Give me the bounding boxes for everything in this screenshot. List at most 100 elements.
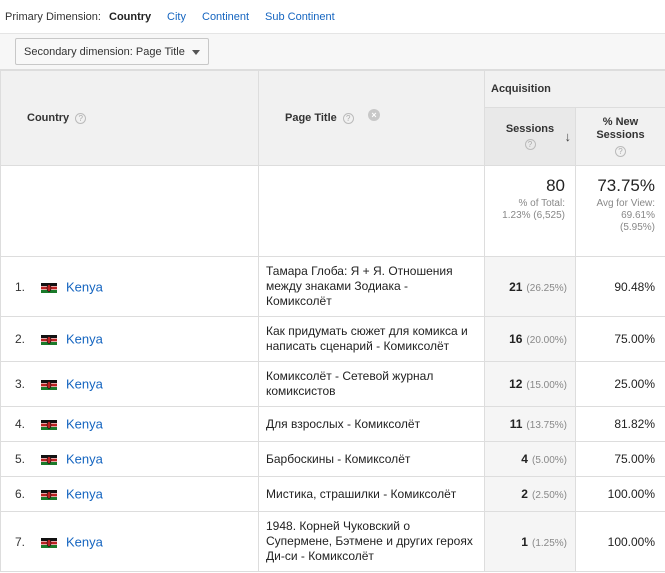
sessions-value: 12 bbox=[509, 377, 523, 391]
row-rank: 6. bbox=[15, 487, 26, 501]
sessions-percent: (15.00%) bbox=[526, 380, 567, 391]
group-header-acquisition: Acquisition bbox=[483, 70, 665, 108]
sessions-value: 16 bbox=[509, 332, 523, 346]
sessions-value: 11 bbox=[509, 417, 523, 431]
kenya-flag-icon bbox=[41, 379, 57, 390]
row-rank: 5. bbox=[15, 452, 26, 466]
country-cell: 3. Kenya bbox=[0, 361, 259, 407]
chevron-down-icon bbox=[192, 50, 200, 55]
row-rank: 1. bbox=[15, 279, 26, 294]
sessions-cell: 4 (5.00%) bbox=[484, 441, 576, 477]
column-header-sessions-label: Sessions bbox=[505, 123, 555, 135]
table-row: 7. Kenya 1948. Корней Чуковский о Супермен… bbox=[0, 511, 665, 572]
new-sessions-cell: 100.00% bbox=[574, 476, 665, 512]
report-table: Country? Page Title? × Acquisition Sessi… bbox=[0, 70, 665, 572]
page-title-cell: Для взрослых - Комиксолёт bbox=[258, 406, 485, 442]
page-title-cell: Барбоскины - Комиксолёт bbox=[258, 441, 485, 477]
kenya-flag-icon bbox=[41, 282, 57, 293]
sort-descending-icon[interactable]: ↓ bbox=[564, 129, 572, 144]
row-rank: 4. bbox=[15, 417, 26, 431]
totals-sessions-cell: 80 % of Total: 1.23% (6,525) bbox=[484, 165, 576, 257]
new-sessions-cell: 75.00% bbox=[574, 441, 665, 477]
column-header-page-title[interactable]: Page Title? × bbox=[258, 70, 485, 166]
kenya-flag-icon bbox=[41, 537, 57, 548]
country-link[interactable]: Kenya bbox=[66, 451, 103, 467]
kenya-flag-icon bbox=[41, 419, 57, 430]
help-icon[interactable]: ? bbox=[615, 146, 626, 157]
table-row: 2. Kenya Как придумать сюжет для комикса и… bbox=[0, 316, 665, 362]
country-link[interactable]: Kenya bbox=[66, 416, 103, 432]
column-header-country-label: Country bbox=[27, 112, 70, 124]
row-rank: 7. bbox=[15, 534, 26, 549]
sessions-cell: 11 (13.75%) bbox=[484, 406, 576, 442]
table-row: 3. Kenya Комиксолёт - Сетевой журнал комик… bbox=[0, 361, 665, 407]
page-title-cell: 1948. Корней Чуковский о Супермене, Бэтм… bbox=[258, 511, 485, 572]
row-rank: 3. bbox=[15, 377, 26, 391]
country-link[interactable]: Kenya bbox=[66, 534, 103, 549]
remove-icon[interactable]: × bbox=[368, 109, 380, 121]
table-row: 6. Kenya Мистика, страшилки - Комиксолёт 2(… bbox=[0, 476, 665, 512]
country-cell: 5. Kenya bbox=[0, 441, 259, 477]
column-header-country[interactable]: Country? bbox=[0, 70, 259, 166]
sessions-percent: (13.75%) bbox=[526, 420, 567, 431]
sessions-value: 1 bbox=[521, 534, 528, 549]
column-header-new-sessions[interactable]: % New Sessions ? bbox=[574, 107, 665, 166]
page-title-cell: Как придумать сюжет для комикса и написа… bbox=[258, 316, 485, 362]
page-title-cell: Комиксолёт - Сетевой журнал комиксистов bbox=[258, 361, 485, 407]
sessions-percent: (2.50%) bbox=[531, 490, 567, 501]
help-icon[interactable]: ? bbox=[342, 112, 354, 124]
country-link[interactable]: Kenya bbox=[66, 331, 103, 347]
country-link[interactable]: Kenya bbox=[66, 486, 103, 502]
sessions-value: 4 bbox=[521, 452, 528, 466]
help-icon[interactable]: ? bbox=[524, 139, 536, 150]
secondary-dimension-label: Secondary dimension: Page Title bbox=[24, 46, 185, 58]
totals-sessions-sub: 1.23% (6,525) bbox=[502, 210, 565, 221]
column-header-sessions[interactable]: Sessions ? ↓ bbox=[484, 107, 576, 166]
totals-new-sessions-sub: Avg for View: bbox=[596, 198, 656, 209]
sessions-cell: 16 (20.00%) bbox=[484, 316, 576, 362]
page-title-cell: Тамара Глоба: Я + Я. Отношения между зна… bbox=[258, 256, 485, 317]
table-row: 5. Kenya Барбоскины - Комиксолёт 4 (5.00%) 75… bbox=[0, 441, 665, 477]
sessions-percent: (26.25%) bbox=[526, 282, 567, 294]
totals-new-sessions-value: 73.75% bbox=[597, 176, 656, 195]
country-link[interactable]: Kenya bbox=[66, 376, 103, 392]
kenya-flag-icon bbox=[41, 489, 57, 500]
sessions-cell: 12 (15.00%) bbox=[484, 361, 576, 407]
sessions-cell: 1 (1.25%) bbox=[484, 511, 576, 572]
country-cell: 6. Kenya bbox=[0, 476, 259, 512]
country-cell: 1. Kenya bbox=[0, 256, 259, 317]
sessions-cell: 2 (2.50%) bbox=[484, 476, 576, 512]
dimension-option-country[interactable]: Country bbox=[109, 11, 152, 23]
secondary-dimension-bar: Secondary dimension: Page Title bbox=[0, 34, 665, 70]
secondary-dimension-dropdown[interactable]: Secondary dimension: Page Title bbox=[15, 38, 209, 65]
totals-row: 80 % of Total: 1.23% (6,525) 73.75% Avg … bbox=[0, 165, 665, 257]
dimension-option-sub-continent[interactable]: Sub Continent bbox=[265, 11, 335, 23]
country-cell: 7. Kenya bbox=[0, 511, 259, 572]
totals-sessions-value: 80 bbox=[546, 176, 565, 195]
sessions-value: 21 bbox=[509, 279, 523, 294]
primary-dimension-label: Primary Dimension: bbox=[5, 11, 101, 23]
help-icon[interactable]: ? bbox=[75, 112, 87, 124]
new-sessions-cell: 25.00% bbox=[574, 361, 665, 407]
sessions-cell: 21 (26.25%) bbox=[484, 256, 576, 317]
sessions-percent: (1.25%) bbox=[531, 537, 567, 549]
country-link[interactable]: Kenya bbox=[66, 279, 103, 294]
new-sessions-cell: 100.00% bbox=[574, 511, 665, 572]
new-sessions-cell: 81.82% bbox=[574, 406, 665, 442]
totals-new-sessions-sub: 69.61% bbox=[621, 210, 656, 221]
dimension-option-city[interactable]: City bbox=[167, 11, 186, 23]
totals-sessions-sub: % of Total: bbox=[518, 198, 565, 209]
dimension-option-continent[interactable]: Continent bbox=[202, 11, 250, 23]
kenya-flag-icon bbox=[41, 334, 57, 345]
row-rank: 2. bbox=[15, 332, 26, 346]
sessions-percent: (20.00%) bbox=[526, 335, 567, 346]
primary-dimension-bar: Primary Dimension: Country City Continen… bbox=[0, 0, 665, 34]
country-cell: 2. Kenya bbox=[0, 316, 259, 362]
sessions-percent: (5.00%) bbox=[531, 455, 567, 466]
page-title-cell: Мистика, страшилки - Комиксолёт bbox=[258, 476, 485, 512]
country-cell: 4. Kenya bbox=[0, 406, 259, 442]
totals-new-sessions-sub: (5.95%) bbox=[620, 222, 656, 233]
new-sessions-cell: 90.48% bbox=[574, 256, 665, 317]
column-header-page-title-label: Page Title bbox=[285, 112, 337, 124]
table-row: 1. Kenya Тамара Глоба: Я + Я. Отношения ме… bbox=[0, 256, 665, 317]
